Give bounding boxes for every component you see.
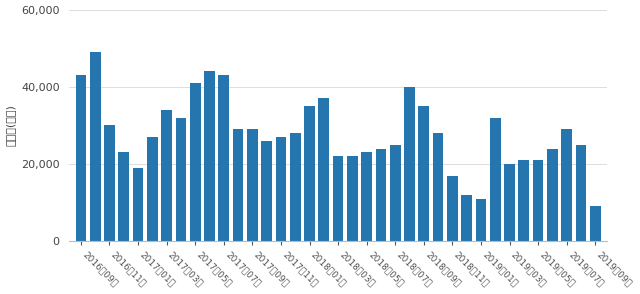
Bar: [261, 141, 272, 241]
Bar: [561, 129, 572, 241]
Bar: [147, 137, 157, 241]
Bar: [204, 71, 215, 241]
Bar: [347, 156, 358, 241]
Bar: [132, 168, 143, 241]
Bar: [404, 87, 415, 241]
Bar: [575, 145, 586, 241]
Bar: [247, 129, 258, 241]
Bar: [390, 145, 401, 241]
Bar: [333, 156, 344, 241]
Bar: [461, 195, 472, 241]
Bar: [433, 133, 444, 241]
Bar: [362, 152, 372, 241]
Bar: [104, 125, 115, 241]
Bar: [547, 148, 558, 241]
Bar: [447, 176, 458, 241]
Y-axis label: 거래량(건수): 거래량(건수): [6, 104, 15, 146]
Bar: [233, 129, 243, 241]
Bar: [175, 118, 186, 241]
Bar: [161, 110, 172, 241]
Bar: [118, 152, 129, 241]
Bar: [532, 160, 543, 241]
Bar: [90, 52, 100, 241]
Bar: [476, 199, 486, 241]
Bar: [290, 133, 301, 241]
Bar: [276, 137, 286, 241]
Bar: [76, 75, 86, 241]
Bar: [319, 98, 329, 241]
Bar: [504, 164, 515, 241]
Bar: [376, 148, 387, 241]
Bar: [518, 160, 529, 241]
Bar: [190, 83, 200, 241]
Bar: [218, 75, 229, 241]
Bar: [590, 206, 601, 241]
Bar: [490, 118, 500, 241]
Bar: [304, 106, 315, 241]
Bar: [419, 106, 429, 241]
